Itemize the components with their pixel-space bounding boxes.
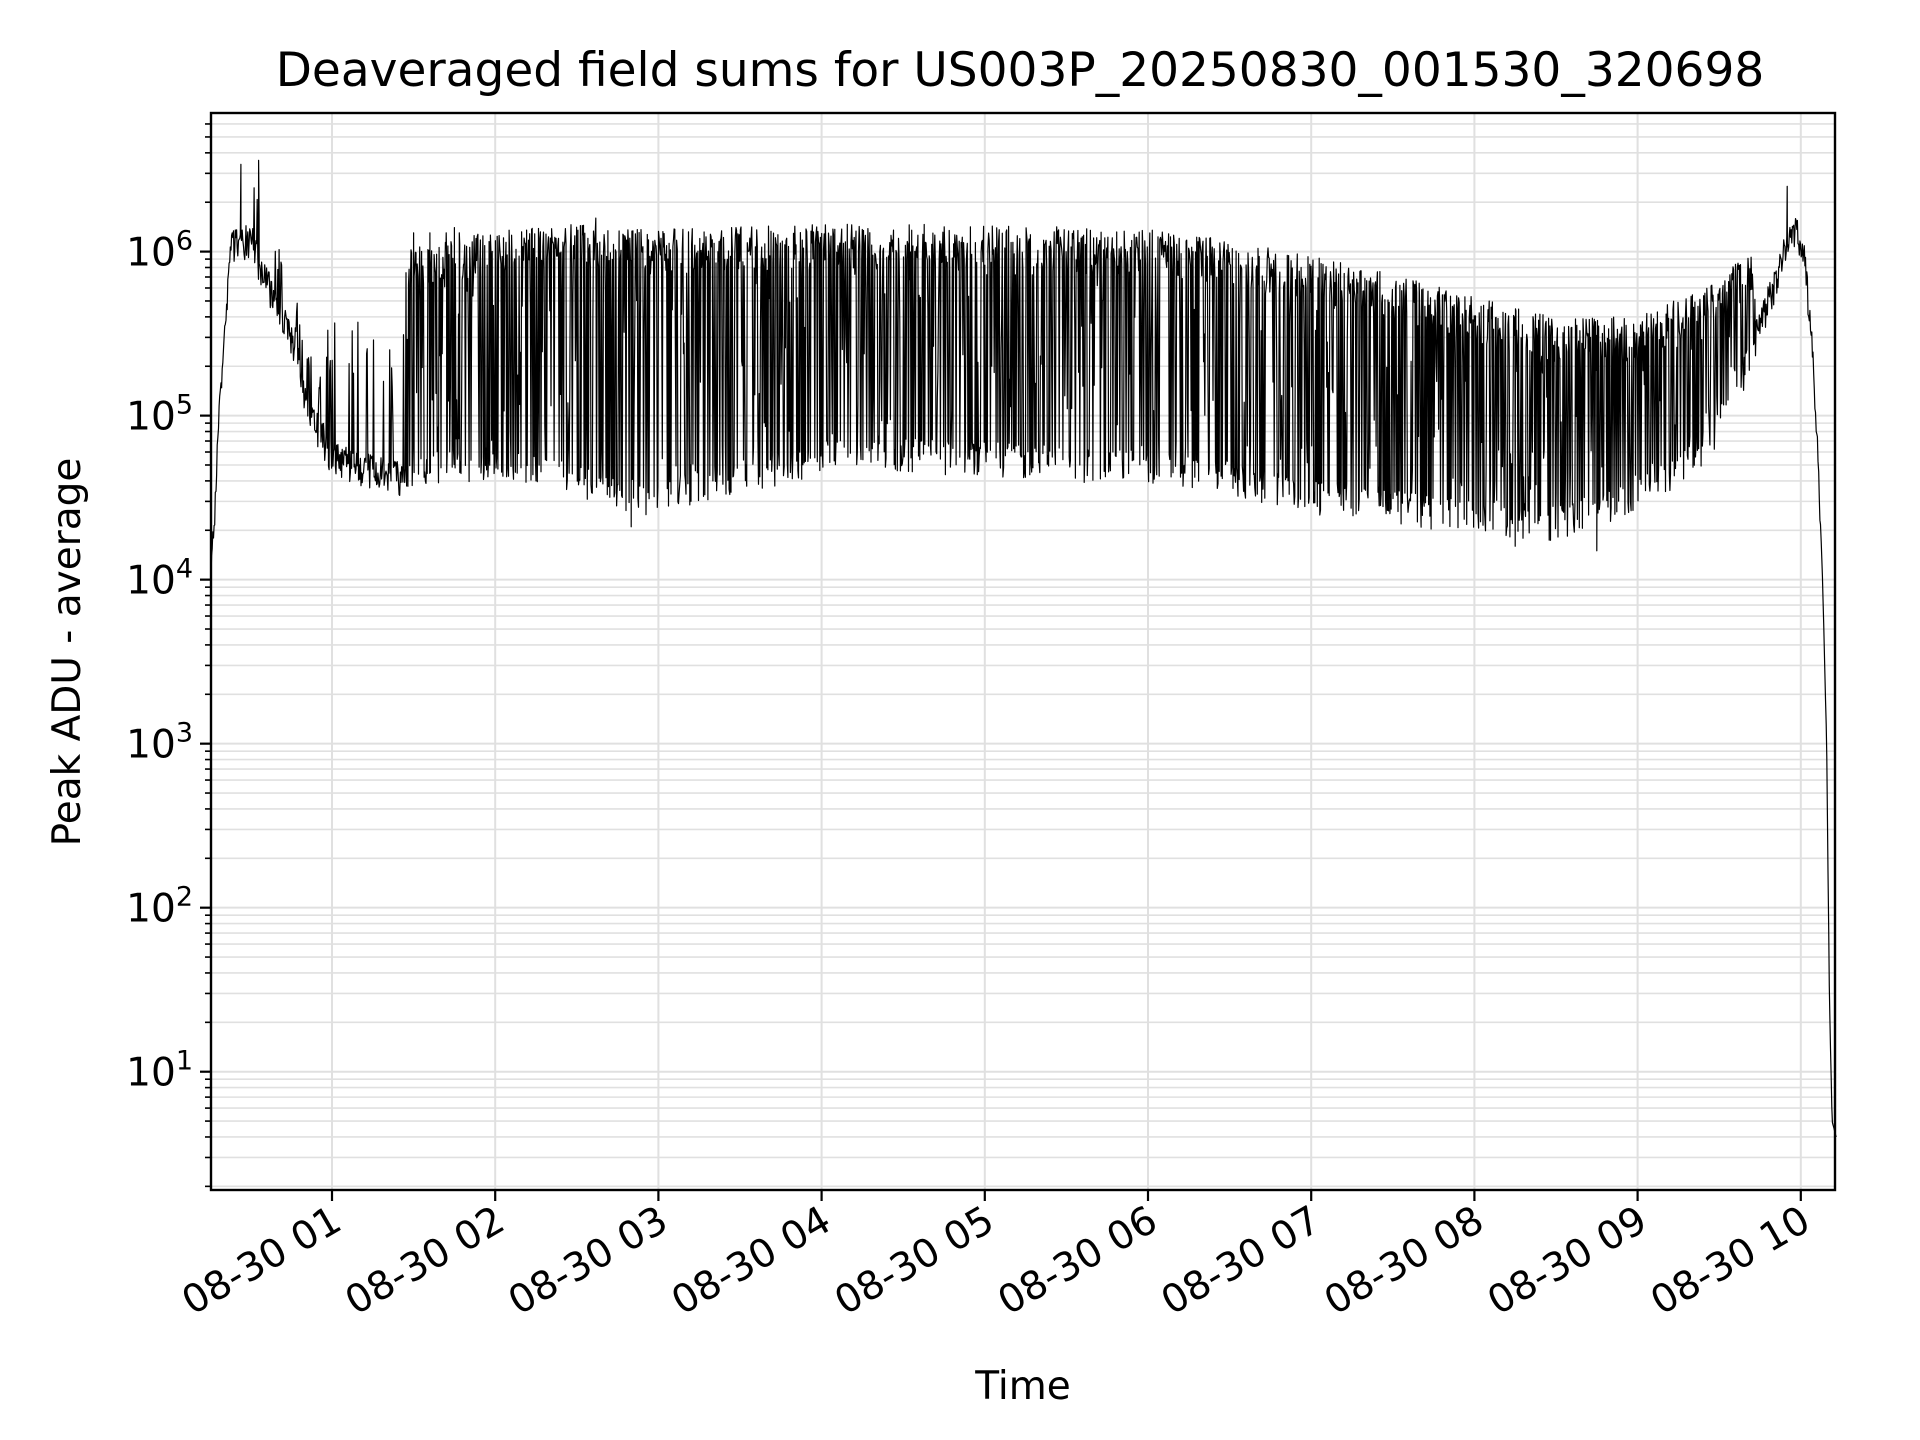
x-axis-label: Time bbox=[974, 1364, 1070, 1409]
x-tick-label: 08-30 09 bbox=[1480, 1198, 1654, 1325]
y-axis: 101 102 103 104 105 106 bbox=[126, 123, 211, 1188]
y-tick-label: 105 bbox=[126, 390, 193, 440]
x-tick-label: 08-30 03 bbox=[501, 1198, 675, 1325]
x-tick-label: 08-30 05 bbox=[827, 1198, 1001, 1325]
x-tick-label: 08-30 01 bbox=[175, 1198, 349, 1325]
y-tick-label: 103 bbox=[126, 718, 193, 768]
x-tick-label: 08-30 02 bbox=[338, 1198, 512, 1325]
data-series bbox=[210, 159, 1837, 1138]
x-tick-label: 08-30 10 bbox=[1643, 1198, 1817, 1325]
y-axis-label: Peak ADU - average bbox=[45, 458, 90, 847]
y-tick-label: 104 bbox=[126, 554, 193, 604]
plot-frame bbox=[209, 111, 1837, 1192]
y-tick-label: 102 bbox=[126, 882, 193, 932]
y-tick-label: 106 bbox=[126, 226, 193, 276]
y-tick-label: 101 bbox=[126, 1046, 193, 1096]
x-tick-label: 08-30 07 bbox=[1154, 1198, 1328, 1325]
chart-title: Deaveraged field sums for US003P_2025083… bbox=[276, 43, 1765, 98]
series-line bbox=[210, 159, 1837, 1138]
x-tick-label: 08-30 06 bbox=[991, 1198, 1165, 1325]
x-tick-label: 08-30 08 bbox=[1317, 1198, 1491, 1325]
x-tick-label: 08-30 04 bbox=[664, 1198, 838, 1325]
